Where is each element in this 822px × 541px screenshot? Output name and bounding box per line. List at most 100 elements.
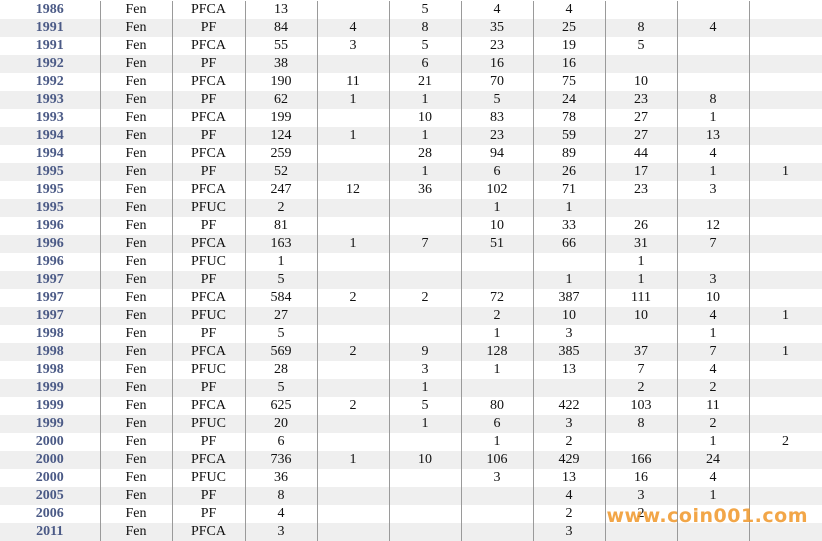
- table-cell: 23: [460, 37, 534, 55]
- table-cell: Fen: [99, 397, 173, 415]
- table-cell: Fen: [99, 415, 173, 433]
- table-cell: PF: [171, 91, 246, 109]
- table-cell: 4: [532, 487, 606, 505]
- table-cell: PFCA: [171, 145, 246, 163]
- table-cell: [748, 289, 822, 307]
- table-cell: 3: [532, 325, 606, 343]
- table-cell: 1: [460, 433, 534, 451]
- table-cell: 5: [244, 271, 318, 289]
- table-cell: 80: [460, 397, 534, 415]
- table-cell: 1: [316, 235, 390, 253]
- table-cell: Fen: [99, 451, 173, 469]
- table-row: 1996 Fen PF 81 10 33 26 12: [0, 217, 822, 235]
- table-cell: 2: [532, 433, 606, 451]
- table-cell: 4: [460, 1, 534, 19]
- table-cell: 4: [676, 361, 750, 379]
- table-cell: 26: [532, 163, 606, 181]
- table-cell: [604, 199, 678, 217]
- table-cell: 1: [388, 163, 462, 181]
- table-cell: 3: [676, 181, 750, 199]
- table-cell: PF: [171, 19, 246, 37]
- table-cell: 3: [532, 415, 606, 433]
- table-cell: 59: [532, 127, 606, 145]
- year-cell: 1995: [0, 181, 101, 199]
- table-cell: 55: [244, 37, 318, 55]
- table-cell: 51: [460, 235, 534, 253]
- table-cell: 103: [604, 397, 678, 415]
- table-cell: 89: [532, 145, 606, 163]
- table-cell: [460, 523, 534, 541]
- table-cell: 66: [532, 235, 606, 253]
- table-cell: [388, 523, 462, 541]
- table-cell: [316, 55, 390, 73]
- table-row: 2000 Fen PF 6 1 2 1 2: [0, 433, 822, 451]
- table-cell: [748, 487, 822, 505]
- table-cell: [748, 253, 822, 271]
- table-cell: PF: [171, 271, 246, 289]
- table-cell: [388, 217, 462, 235]
- table-cell: 1: [676, 109, 750, 127]
- table-row: 1999 Fen PFCA 625 2 5 80 422 103 11: [0, 397, 822, 415]
- table-cell: 83: [460, 109, 534, 127]
- table-cell: 7: [604, 361, 678, 379]
- table-cell: 1: [460, 325, 534, 343]
- table-cell: 1: [460, 199, 534, 217]
- year-cell: 2000: [0, 433, 101, 451]
- table-cell: [388, 199, 462, 217]
- table-cell: 10: [676, 289, 750, 307]
- table-cell: 584: [244, 289, 318, 307]
- table-cell: 387: [532, 289, 606, 307]
- table-cell: 81: [244, 217, 318, 235]
- table-cell: 70: [460, 73, 534, 91]
- table-cell: 2: [388, 289, 462, 307]
- year-cell: 2000: [0, 451, 101, 469]
- table-row: 1998 Fen PFCA 569 2 9 128 385 37 7 1: [0, 343, 822, 361]
- year-cell: 1994: [0, 145, 101, 163]
- table-cell: 35: [460, 19, 534, 37]
- watermark: www.coin001.com: [606, 505, 808, 527]
- year-cell: 1996: [0, 235, 101, 253]
- table-cell: 5: [244, 325, 318, 343]
- table-cell: 163: [244, 235, 318, 253]
- table-cell: [604, 433, 678, 451]
- table-cell: 75: [532, 73, 606, 91]
- table-row: 1999 Fen PFUC 20 1 6 3 8 2: [0, 415, 822, 433]
- table-cell: 1: [604, 253, 678, 271]
- table-cell: 10: [460, 217, 534, 235]
- table-cell: PF: [171, 163, 246, 181]
- year-cell: 1997: [0, 307, 101, 325]
- table-cell: 9: [388, 343, 462, 361]
- table-cell: PFCA: [171, 451, 246, 469]
- table-cell: 37: [604, 343, 678, 361]
- table-cell: Fen: [99, 181, 173, 199]
- table-cell: 71: [532, 181, 606, 199]
- table-cell: Fen: [99, 343, 173, 361]
- table-cell: Fen: [99, 1, 173, 19]
- table-cell: 1: [388, 415, 462, 433]
- table-cell: Fen: [99, 271, 173, 289]
- table-cell: 62: [244, 91, 318, 109]
- table-cell: 11: [316, 73, 390, 91]
- table-cell: [748, 1, 822, 19]
- table-cell: Fen: [99, 433, 173, 451]
- table-cell: PFCA: [171, 235, 246, 253]
- table-cell: 3: [604, 487, 678, 505]
- year-cell: 1993: [0, 109, 101, 127]
- table-row: 1995 Fen PFCA 247 12 36 102 71 23 3: [0, 181, 822, 199]
- table-cell: 4: [316, 19, 390, 37]
- table-cell: Fen: [99, 523, 173, 541]
- table-cell: [748, 199, 822, 217]
- table-cell: 8: [604, 19, 678, 37]
- table-cell: [316, 199, 390, 217]
- table-cell: [316, 1, 390, 19]
- table-cell: [676, 199, 750, 217]
- table-cell: Fen: [99, 145, 173, 163]
- table-cell: [748, 361, 822, 379]
- table-cell: [676, 55, 750, 73]
- table-cell: 247: [244, 181, 318, 199]
- year-cell: 1991: [0, 19, 101, 37]
- table-cell: 24: [532, 91, 606, 109]
- table-cell: [316, 469, 390, 487]
- table-cell: 28: [388, 145, 462, 163]
